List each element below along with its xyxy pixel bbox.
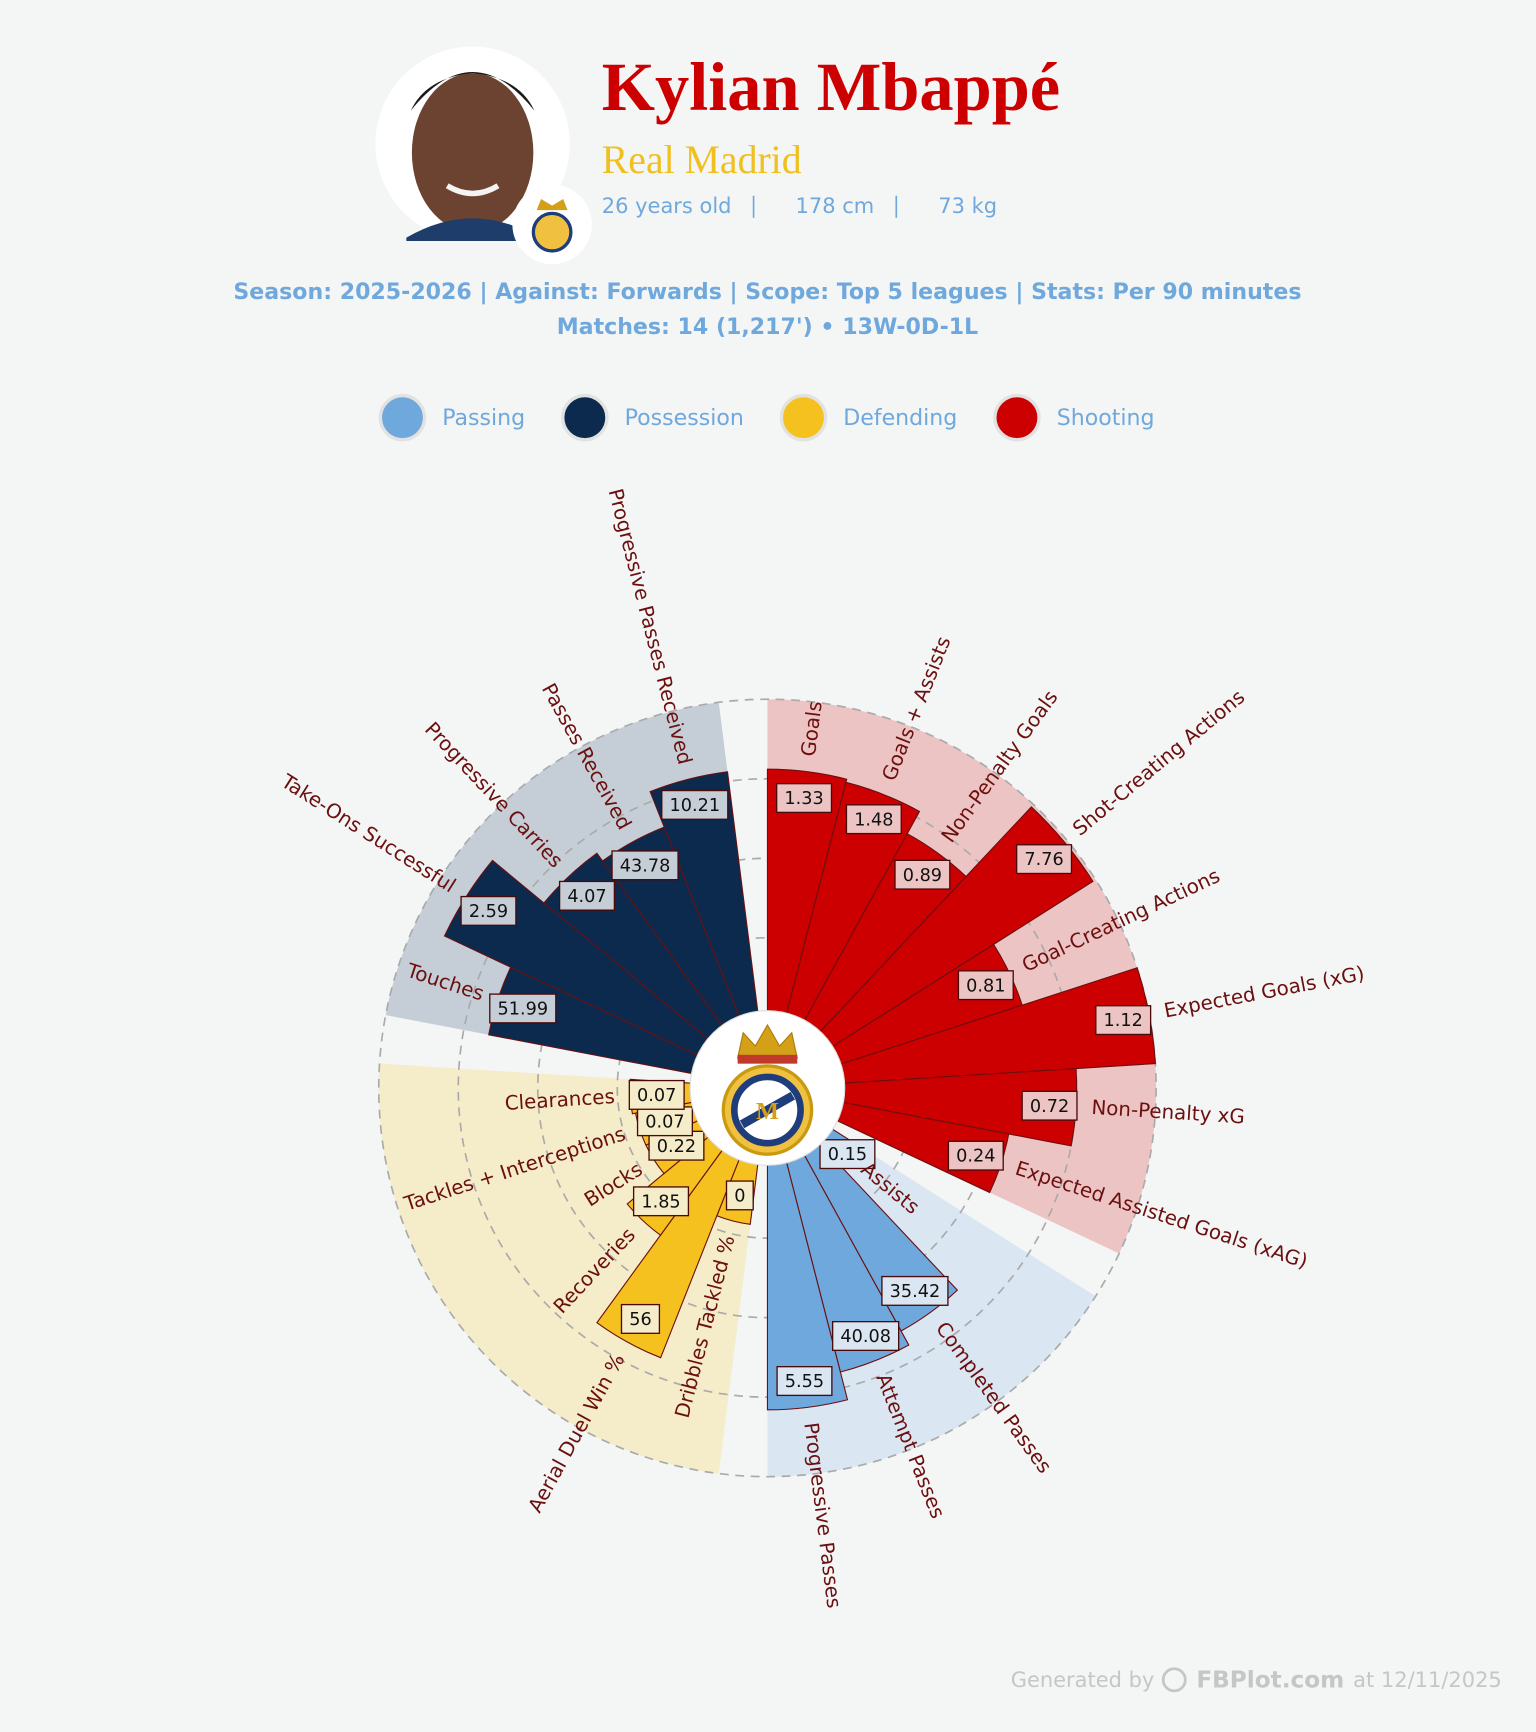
legend-swatch bbox=[779, 393, 828, 442]
legend-swatch bbox=[561, 393, 609, 442]
legend-swatch bbox=[993, 393, 1041, 442]
value-label-box bbox=[1095, 1005, 1152, 1036]
value-label-box bbox=[460, 895, 517, 926]
value-label: 43.78 bbox=[620, 856, 671, 876]
value-label: 0.22 bbox=[657, 1137, 696, 1157]
value-label-box bbox=[1016, 844, 1073, 875]
footer-icon bbox=[1161, 1667, 1187, 1693]
value-label: 1.33 bbox=[784, 789, 823, 809]
value-label: 1.12 bbox=[1104, 1011, 1143, 1031]
legend-label: Possession bbox=[625, 406, 744, 431]
value-label-box bbox=[776, 783, 833, 814]
value-label: 51.99 bbox=[498, 1000, 549, 1020]
legend-label: Passing bbox=[442, 406, 525, 431]
legend-label: Shooting bbox=[1057, 406, 1155, 431]
value-label-box bbox=[611, 850, 679, 881]
player-name: Kylian Mbappé bbox=[602, 49, 1060, 125]
value-label: 0.15 bbox=[828, 1145, 867, 1165]
svg-text:M: M bbox=[756, 1098, 779, 1125]
legend-label: Defending bbox=[843, 406, 957, 431]
value-label: 7.76 bbox=[1024, 850, 1063, 870]
value-label: 10.21 bbox=[670, 796, 721, 816]
player-detail: 178 cm bbox=[796, 194, 875, 218]
player-photo bbox=[375, 46, 570, 241]
value-label: 1.85 bbox=[641, 1192, 680, 1212]
value-label-box bbox=[558, 880, 616, 911]
value-label-box bbox=[725, 1180, 754, 1211]
value-label: 0.07 bbox=[645, 1112, 684, 1132]
player-detail: 73 kg bbox=[938, 194, 997, 218]
value-label: 5.55 bbox=[785, 1372, 824, 1392]
value-label-box bbox=[831, 1320, 900, 1352]
footer: at 12/11/2025 FBPlot.com Generated by bbox=[1011, 1666, 1502, 1693]
value-label: 1.48 bbox=[854, 810, 893, 830]
footer-date: at 12/11/2025 bbox=[1353, 1668, 1502, 1692]
value-label-box bbox=[894, 859, 951, 890]
subtitle: Season: 2025-2026 | Against: Forwards | … bbox=[233, 280, 1301, 305]
value-label: 0.72 bbox=[1030, 1097, 1069, 1117]
center-logo: M bbox=[689, 1010, 846, 1166]
club-badge bbox=[512, 184, 592, 265]
value-label: 0.07 bbox=[637, 1086, 676, 1106]
player-detail: 26 years old bbox=[602, 194, 732, 218]
value-label: 40.08 bbox=[840, 1327, 891, 1347]
value-label-box bbox=[489, 993, 557, 1024]
value-label-box bbox=[947, 1140, 1004, 1171]
value-label-box bbox=[776, 1366, 833, 1397]
value-label-box bbox=[628, 1079, 685, 1110]
legend-swatch bbox=[378, 393, 427, 442]
value-label-box bbox=[881, 1275, 949, 1306]
value-label: 0.89 bbox=[903, 866, 942, 886]
value-label: 0 bbox=[734, 1187, 745, 1207]
value-label-box bbox=[957, 970, 1014, 1001]
team-name: Real Madrid bbox=[602, 138, 802, 182]
value-label: 35.42 bbox=[890, 1282, 941, 1302]
value-label: 2.59 bbox=[469, 902, 508, 922]
value-label-box bbox=[845, 804, 902, 835]
value-label: 56 bbox=[629, 1310, 651, 1330]
footer-brand: FBPlot.com bbox=[1196, 1666, 1344, 1693]
value-label-box bbox=[661, 789, 729, 820]
legend: Passing Possession Defending Shooting bbox=[378, 393, 1155, 442]
subtitle: Matches: 14 (1,217') • 13W-0D-1L bbox=[557, 315, 978, 340]
value-label-box bbox=[620, 1303, 661, 1334]
value-label-box bbox=[1021, 1090, 1078, 1121]
value-label-box bbox=[819, 1139, 876, 1170]
value-label: 0.24 bbox=[956, 1147, 995, 1167]
value-label: 0.81 bbox=[966, 976, 1005, 996]
footer-prefix: Generated by bbox=[1011, 1668, 1155, 1692]
value-label-box bbox=[632, 1186, 690, 1217]
value-label: 4.07 bbox=[567, 887, 606, 907]
